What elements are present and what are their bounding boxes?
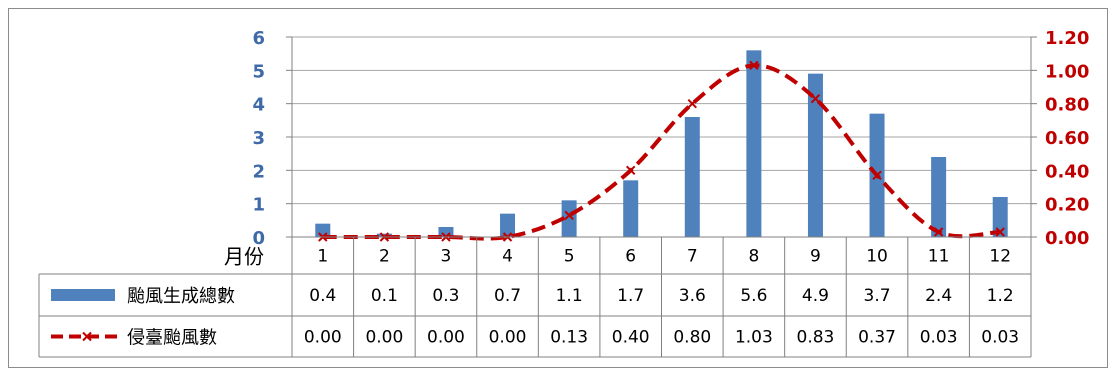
data-label: 5.6 (740, 286, 767, 306)
line-point (687, 98, 697, 109)
right-axis-tick-label: 0.40 (1045, 161, 1089, 182)
category-label: 6 (625, 247, 636, 267)
data-label: 1.03 (735, 328, 773, 348)
data-label: 0.03 (920, 328, 958, 348)
series-line (322, 63, 1001, 241)
data-label: 4.9 (802, 286, 829, 306)
right-axis-tick-label: 0.20 (1045, 195, 1089, 216)
category-label: 7 (687, 247, 698, 267)
category-label: 11 (928, 247, 950, 267)
bar (438, 227, 454, 237)
data-label: 3.6 (679, 286, 706, 306)
data-label: 0.37 (858, 328, 896, 348)
category-label: 2 (379, 247, 390, 267)
bar (992, 197, 1008, 237)
category-axis-label: 月份 (224, 245, 264, 269)
right-axis-tick-label: 0.80 (1045, 95, 1089, 116)
category-label: 10 (866, 247, 888, 267)
category-label: 3 (441, 247, 452, 267)
series-name: 颱風生成總數 (127, 286, 235, 307)
bar-series (315, 50, 1008, 238)
data-label: 0.7 (494, 286, 521, 306)
bar (931, 157, 947, 237)
category-label: 5 (564, 247, 575, 267)
data-label: 3.7 (864, 286, 891, 306)
bar (500, 213, 516, 237)
data-label: 0.00 (304, 328, 342, 348)
line-series (318, 60, 1005, 242)
bar (684, 117, 700, 237)
left-axis-tick-label: 1 (252, 195, 265, 216)
data-label: 0.3 (432, 286, 459, 306)
data-label: 0.1 (371, 286, 398, 306)
data-label: 0.80 (673, 328, 711, 348)
bar (807, 73, 823, 238)
data-label: 0.40 (612, 328, 650, 348)
category-label: 9 (810, 247, 821, 267)
line-point (933, 227, 944, 237)
left-axis-tick-label: 0 (252, 228, 265, 249)
line-point (749, 60, 759, 71)
left-axis-tick-label: 6 (252, 28, 265, 49)
line-point (872, 170, 882, 181)
left-axis-tick-label: 4 (252, 95, 265, 116)
data-label: 2.4 (925, 286, 952, 306)
data-label: 0.03 (981, 328, 1019, 348)
category-label: 4 (502, 247, 513, 267)
left-axis-tick-label: 2 (252, 161, 265, 182)
left-axis-tick-label: 3 (252, 128, 265, 149)
line-point (564, 210, 574, 221)
data-label: 0.4 (309, 286, 336, 306)
line-point (995, 227, 1005, 237)
data-label: 0.13 (550, 328, 588, 348)
data-label: 0.00 (365, 328, 403, 348)
data-label: 1.2 (987, 286, 1014, 306)
category-label: 12 (989, 247, 1011, 267)
data-label: 0.83 (797, 328, 835, 348)
gridlines (292, 36, 1031, 238)
bar (561, 200, 577, 237)
legend-key-bar (51, 289, 115, 301)
category-label: 1 (317, 247, 328, 267)
axes: 0 1 2 3 4 5 6 0.00 0.20 0.40 0.60 0.80 1.00 1.20 (252, 28, 1089, 249)
series-name: 侵臺颱風數 (127, 328, 217, 349)
line-point (810, 93, 821, 104)
right-axis-tick-label: 1.00 (1045, 61, 1089, 82)
right-axis-tick-label: 0.60 (1045, 128, 1089, 149)
bar (623, 180, 639, 237)
bar (746, 50, 762, 238)
data-label: 1.1 (556, 286, 583, 306)
data-label: 0.00 (489, 328, 527, 348)
left-axis-tick-label: 5 (252, 61, 265, 82)
right-axis-tick-label: 1.20 (1045, 28, 1089, 49)
bar (376, 233, 392, 237)
category-label: 8 (748, 247, 759, 267)
chart-frame: 0 1 2 3 4 5 6 0.00 0.20 0.40 0.60 0.80 1.00 1.20 月份 1 2… (8, 8, 1108, 368)
line-point (626, 165, 636, 176)
right-axis-tick-label: 0.00 (1045, 228, 1089, 249)
data-label: 1.7 (617, 286, 644, 306)
legend-key-line (51, 331, 123, 342)
data-label: 0.00 (427, 328, 465, 348)
